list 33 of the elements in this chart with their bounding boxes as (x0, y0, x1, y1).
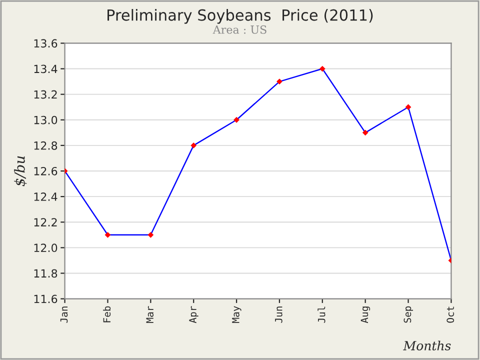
y-axis-title: $/bu (14, 156, 27, 186)
x-tick-label: Jun (275, 306, 282, 323)
chart-title: Preliminary Soybeans Price (2011) (108, 9, 373, 24)
point (276, 78, 282, 84)
y-tick-label: 13.0 (34, 116, 58, 124)
y-tick-label: 13.2 (34, 90, 57, 99)
x-tick-label: Aug (360, 306, 370, 324)
y-tick-label: 12.4 (34, 192, 58, 201)
x-tick-label: Feb (103, 306, 111, 322)
x-tick-label: Oct (446, 306, 454, 323)
y-tick-label: 11.8 (34, 269, 58, 278)
point (319, 66, 326, 72)
point (362, 130, 368, 136)
point (148, 232, 154, 238)
x-tick-label: Apr (189, 306, 198, 324)
y-tick-label: 12.8 (34, 141, 58, 150)
y-tick-label: 12.0 (34, 244, 58, 252)
x-tick-label: Mar (146, 306, 154, 323)
y-tick-label: 13.6 (34, 39, 58, 48)
chart-subtitle: Area : US (212, 25, 266, 34)
y-tick-label: 13.4 (34, 64, 58, 74)
y-tick-label: 11.6 (34, 294, 58, 304)
y-tick-label: 12.2 (34, 218, 57, 226)
x-tick-label: Sep (404, 306, 413, 323)
point (190, 142, 197, 148)
x-tick-label: Jan (60, 306, 68, 323)
point (104, 232, 111, 238)
x-tick-label: Jul (318, 306, 326, 323)
x-axis-title: Months (403, 340, 451, 350)
y-tick-label: 12.6 (34, 166, 58, 176)
point (234, 116, 240, 123)
point (405, 104, 412, 110)
x-tick-label: May (232, 306, 242, 323)
